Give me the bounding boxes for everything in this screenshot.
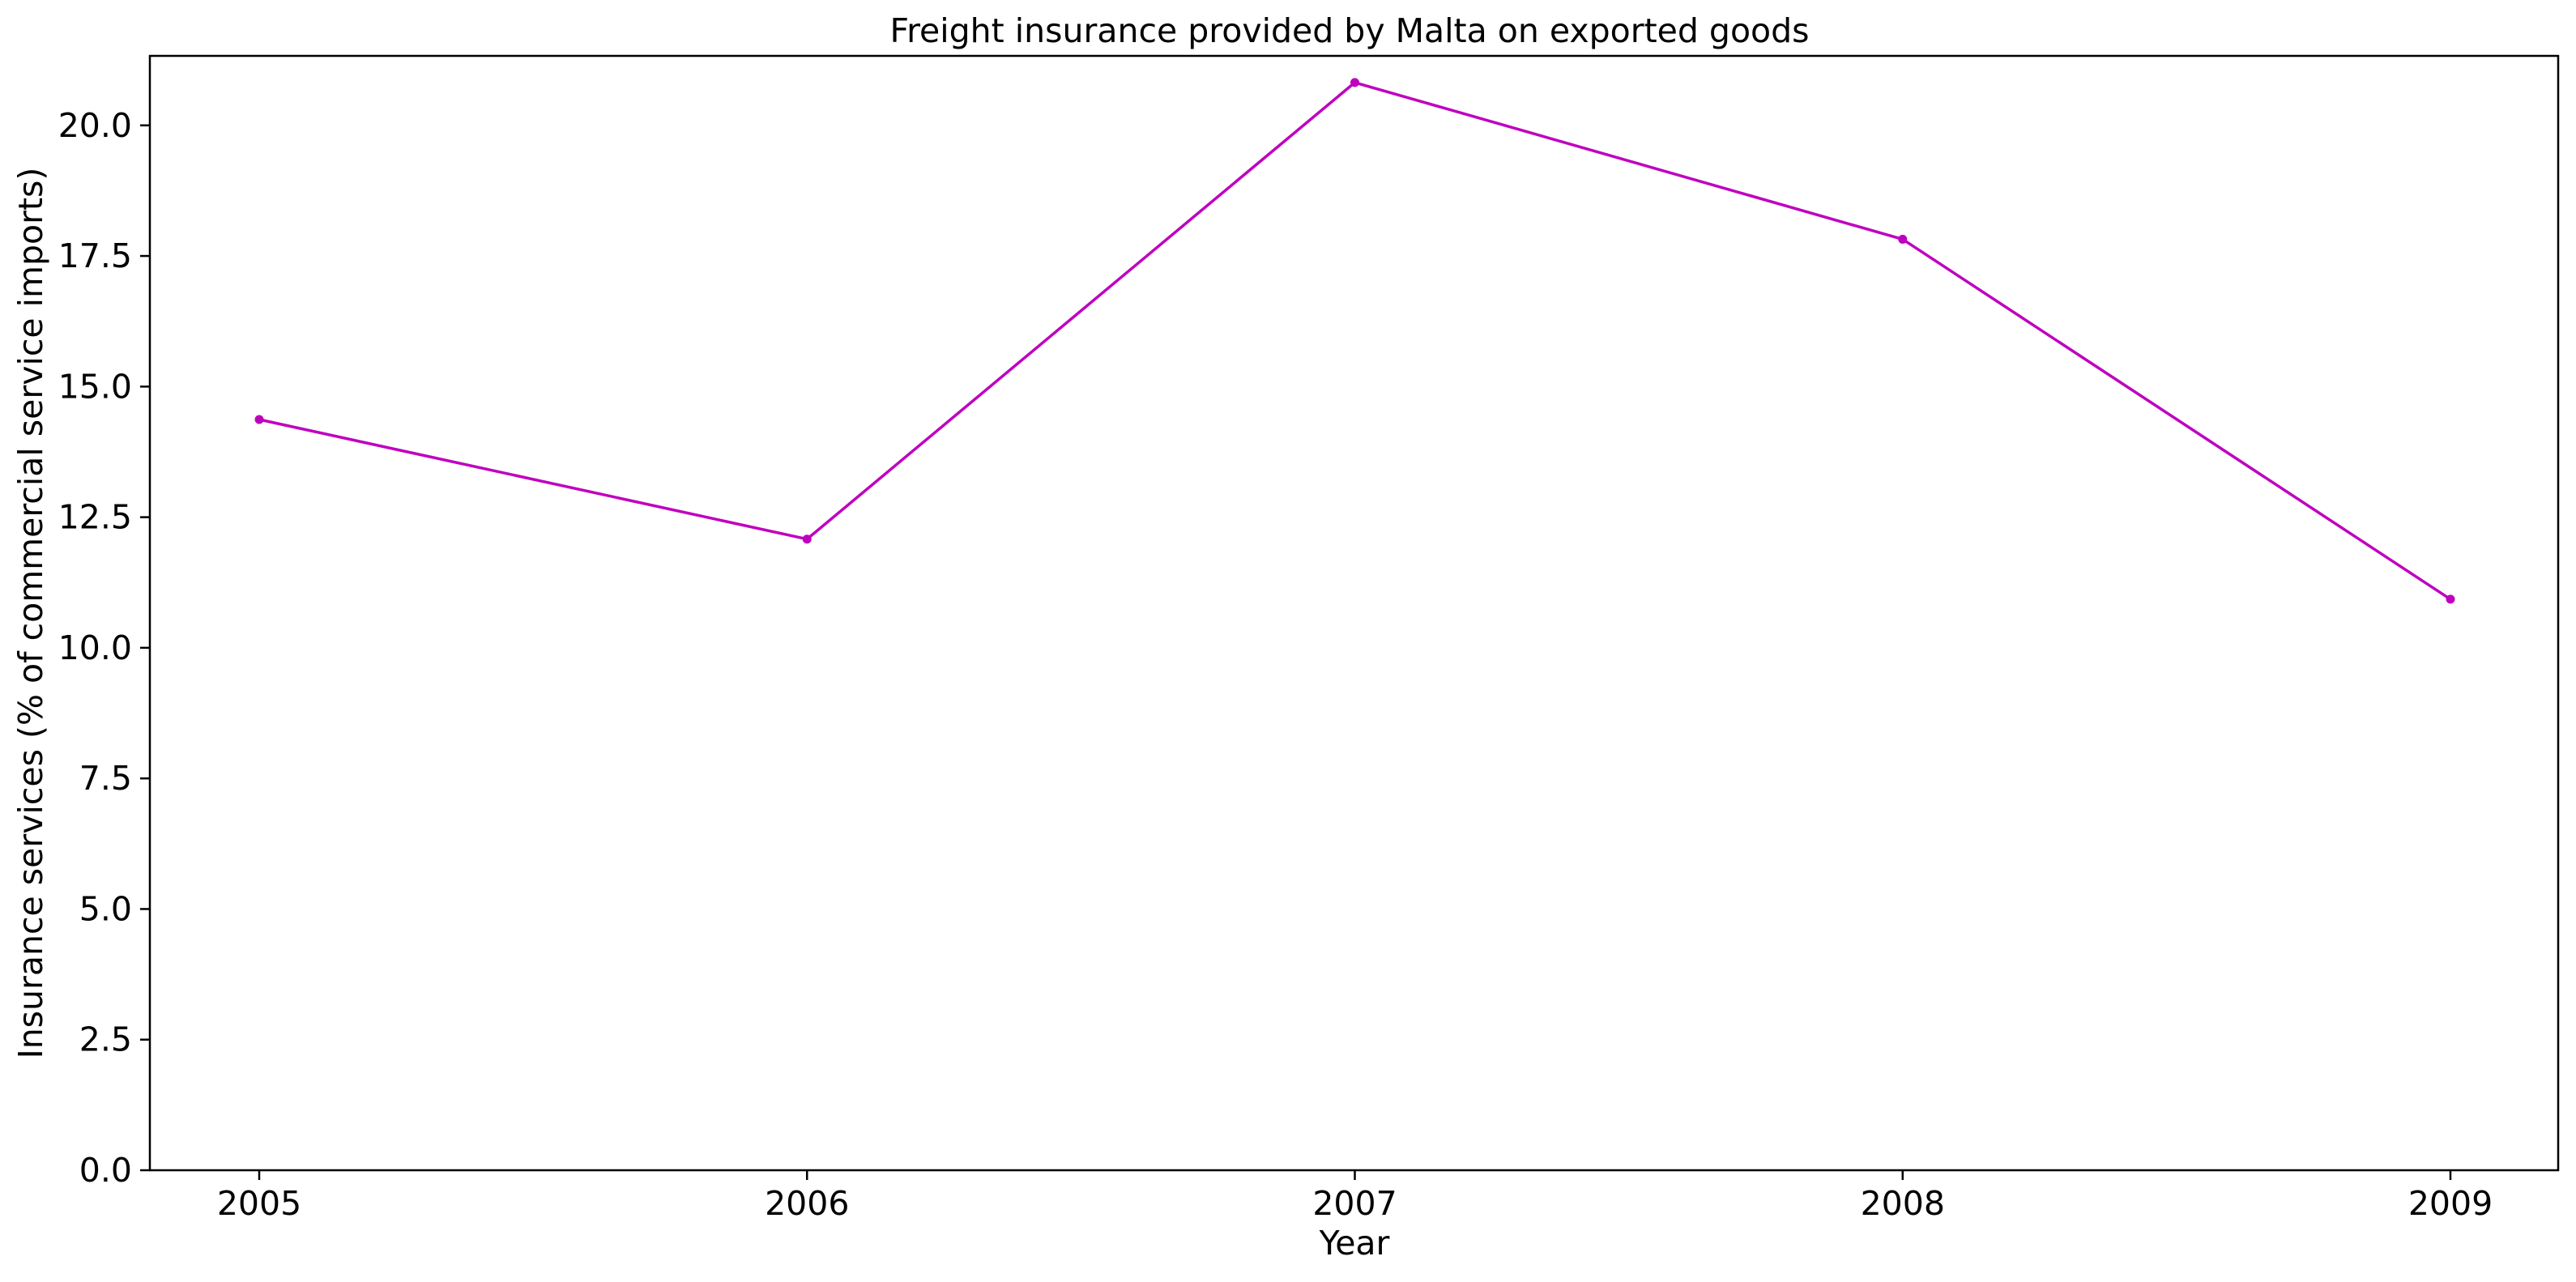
x-tick-label: 2007	[1312, 1184, 1397, 1223]
chart-title: Freight insurance provided by Malta on e…	[889, 11, 1809, 50]
y-tick-label: 7.5	[79, 759, 132, 798]
y-tick-label: 5.0	[79, 889, 132, 928]
x-tick-label: 2008	[1861, 1184, 1945, 1223]
y-tick-label: 20.0	[58, 106, 132, 145]
y-tick-label: 17.5	[58, 236, 132, 275]
y-tick-label: 0.0	[79, 1151, 132, 1190]
series-line	[258, 81, 2451, 601]
x-tick-label: 2005	[217, 1184, 301, 1223]
y-axis-title: Insurance services (% of commercial serv…	[11, 168, 50, 1059]
y-tick-label: 15.0	[58, 367, 132, 406]
x-axis-title: Year	[1319, 1224, 1390, 1263]
y-tick-label: 12.5	[58, 498, 132, 537]
x-tick-label: 2006	[765, 1184, 849, 1223]
plot-frame	[148, 54, 2560, 1172]
data-point	[1350, 78, 1359, 87]
x-axis: 2005 2006 2007 2008 2009	[217, 1170, 2493, 1223]
data-point	[2446, 594, 2455, 604]
data-point	[1898, 234, 1908, 244]
data-point	[802, 535, 812, 544]
y-tick-label: 10.0	[58, 628, 132, 667]
data-point	[254, 415, 264, 424]
x-tick-label: 2009	[2408, 1184, 2493, 1223]
series-layer	[254, 78, 2455, 604]
y-axis: 0.0 2.5 5.0 7.5 10.0 12.5 15.0 17.5 20.0	[58, 106, 150, 1190]
y-tick-label: 2.5	[79, 1020, 132, 1059]
